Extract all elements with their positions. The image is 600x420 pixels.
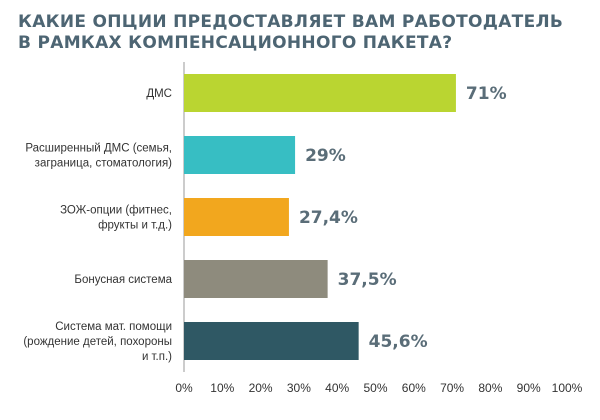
x-tick-label-2: 20%	[249, 381, 273, 395]
bar-3	[184, 260, 328, 298]
category-label-4-0: Система мат. помощи	[55, 321, 172, 333]
value-label-3: 37,5%	[338, 270, 397, 290]
category-label-1-1: заграница, стоматология)	[35, 158, 172, 170]
category-label-2-0: ЗОЖ-опции (фитнес,	[60, 205, 172, 217]
value-label-4: 45,6%	[369, 332, 428, 352]
bar-1	[184, 136, 296, 174]
category-label-4-2: и т.п.)	[142, 351, 172, 363]
bar-0	[184, 74, 456, 112]
x-tick-label-0: 0%	[175, 381, 193, 395]
category-label-4-1: (рождение детей, похороны	[23, 336, 172, 348]
category-label-2-1: фрукты и т.д.)	[98, 220, 172, 232]
x-tick-label-3: 30%	[287, 381, 311, 395]
category-label-3-0: Бонусная система	[74, 274, 172, 286]
x-tick-label-10: 100%	[552, 381, 583, 395]
bar-2	[184, 198, 289, 236]
x-tick-label-8: 80%	[478, 381, 502, 395]
x-tick-label-6: 60%	[402, 381, 426, 395]
x-tick-label-9: 90%	[517, 381, 541, 395]
chart-title-line-2: В РАМКАХ КОМПЕНСАЦИОННОГО ПАКЕТА?	[18, 33, 453, 53]
value-label-0: 71%	[466, 84, 507, 104]
value-label-2: 27,4%	[299, 208, 358, 228]
bar-4	[184, 322, 359, 360]
x-tick-label-7: 70%	[440, 381, 464, 395]
value-label-1: 29%	[305, 146, 346, 166]
chart-title-line-1: КАКИЕ ОПЦИИ ПРЕДОСТАВЛЯЕТ ВАМ РАБОТОДАТЕ…	[18, 12, 564, 32]
x-tick-label-4: 40%	[325, 381, 349, 395]
chart-title: КАКИЕ ОПЦИИ ПРЕДОСТАВЛЯЕТ ВАМ РАБОТОДАТЕ…	[18, 12, 578, 54]
category-label-1-0: Расширенный ДМС (семья,	[25, 143, 172, 155]
x-tick-label-1: 10%	[210, 381, 234, 395]
x-tick-label-5: 50%	[363, 381, 387, 395]
category-label-0-0: ДМС	[146, 88, 172, 100]
